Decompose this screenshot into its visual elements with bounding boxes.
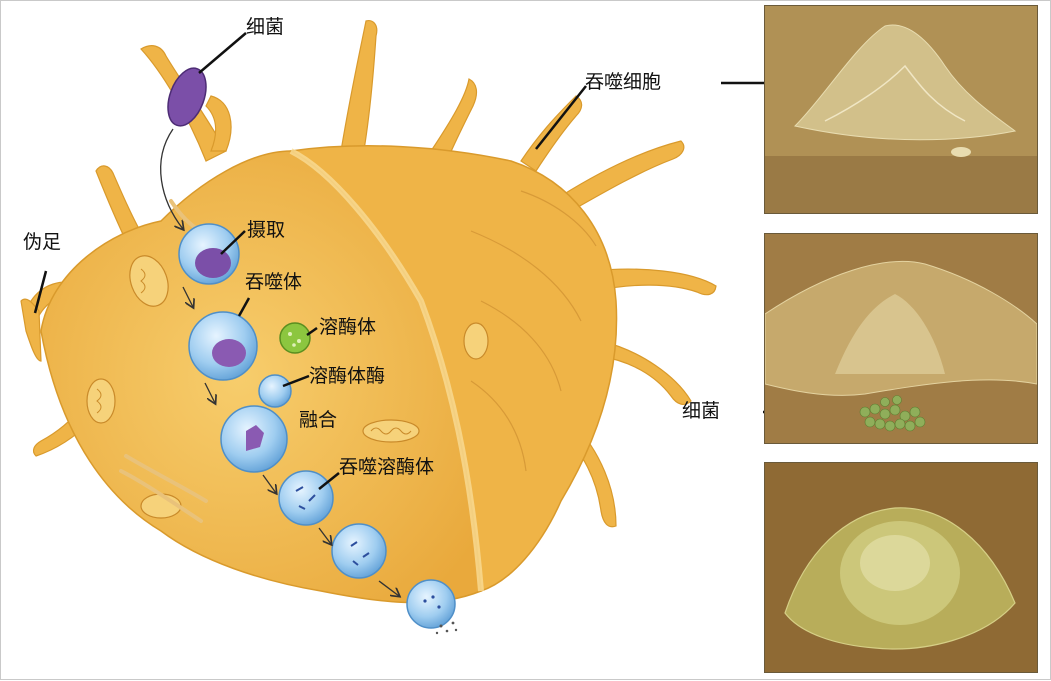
label-phagolysosome: 吞噬溶酶体 [339, 456, 435, 478]
mitochondria-cristae [96, 268, 412, 435]
fusion-vesicle [220, 374, 292, 473]
mitochondrion-icon [86, 255, 489, 519]
photo-panel-2 [764, 233, 1038, 444]
ingestion-vesicle [178, 223, 240, 285]
arrow-icon [160, 128, 183, 229]
label-lysosome: 溶酶体 [319, 316, 377, 338]
label-photo-bacteria: 细菌 [682, 400, 721, 422]
label-pseudopod: 伪足 [23, 231, 62, 253]
bacterium-icon [167, 67, 207, 127]
photo-panel-1 [764, 5, 1038, 214]
cut-edge [289, 148, 484, 592]
process-arrows [182, 286, 399, 596]
phagosome-vesicle [188, 311, 258, 381]
label-phagocyte: 吞噬细胞 [585, 71, 662, 93]
label-ingestion: 摄取 [247, 219, 286, 241]
label-phagosome: 吞噬体 [245, 271, 303, 293]
bacteria-cluster [859, 395, 926, 432]
label-bacteria: 细菌 [246, 16, 285, 38]
phagolysosome-vesicle [278, 470, 458, 635]
surface-folds [470, 190, 597, 472]
photo-panel-3 [764, 462, 1038, 673]
label-fusion: 融合 [299, 409, 338, 431]
lysosome [279, 322, 311, 354]
label-lysosomal-enzyme: 溶酶体酶 [309, 365, 386, 387]
